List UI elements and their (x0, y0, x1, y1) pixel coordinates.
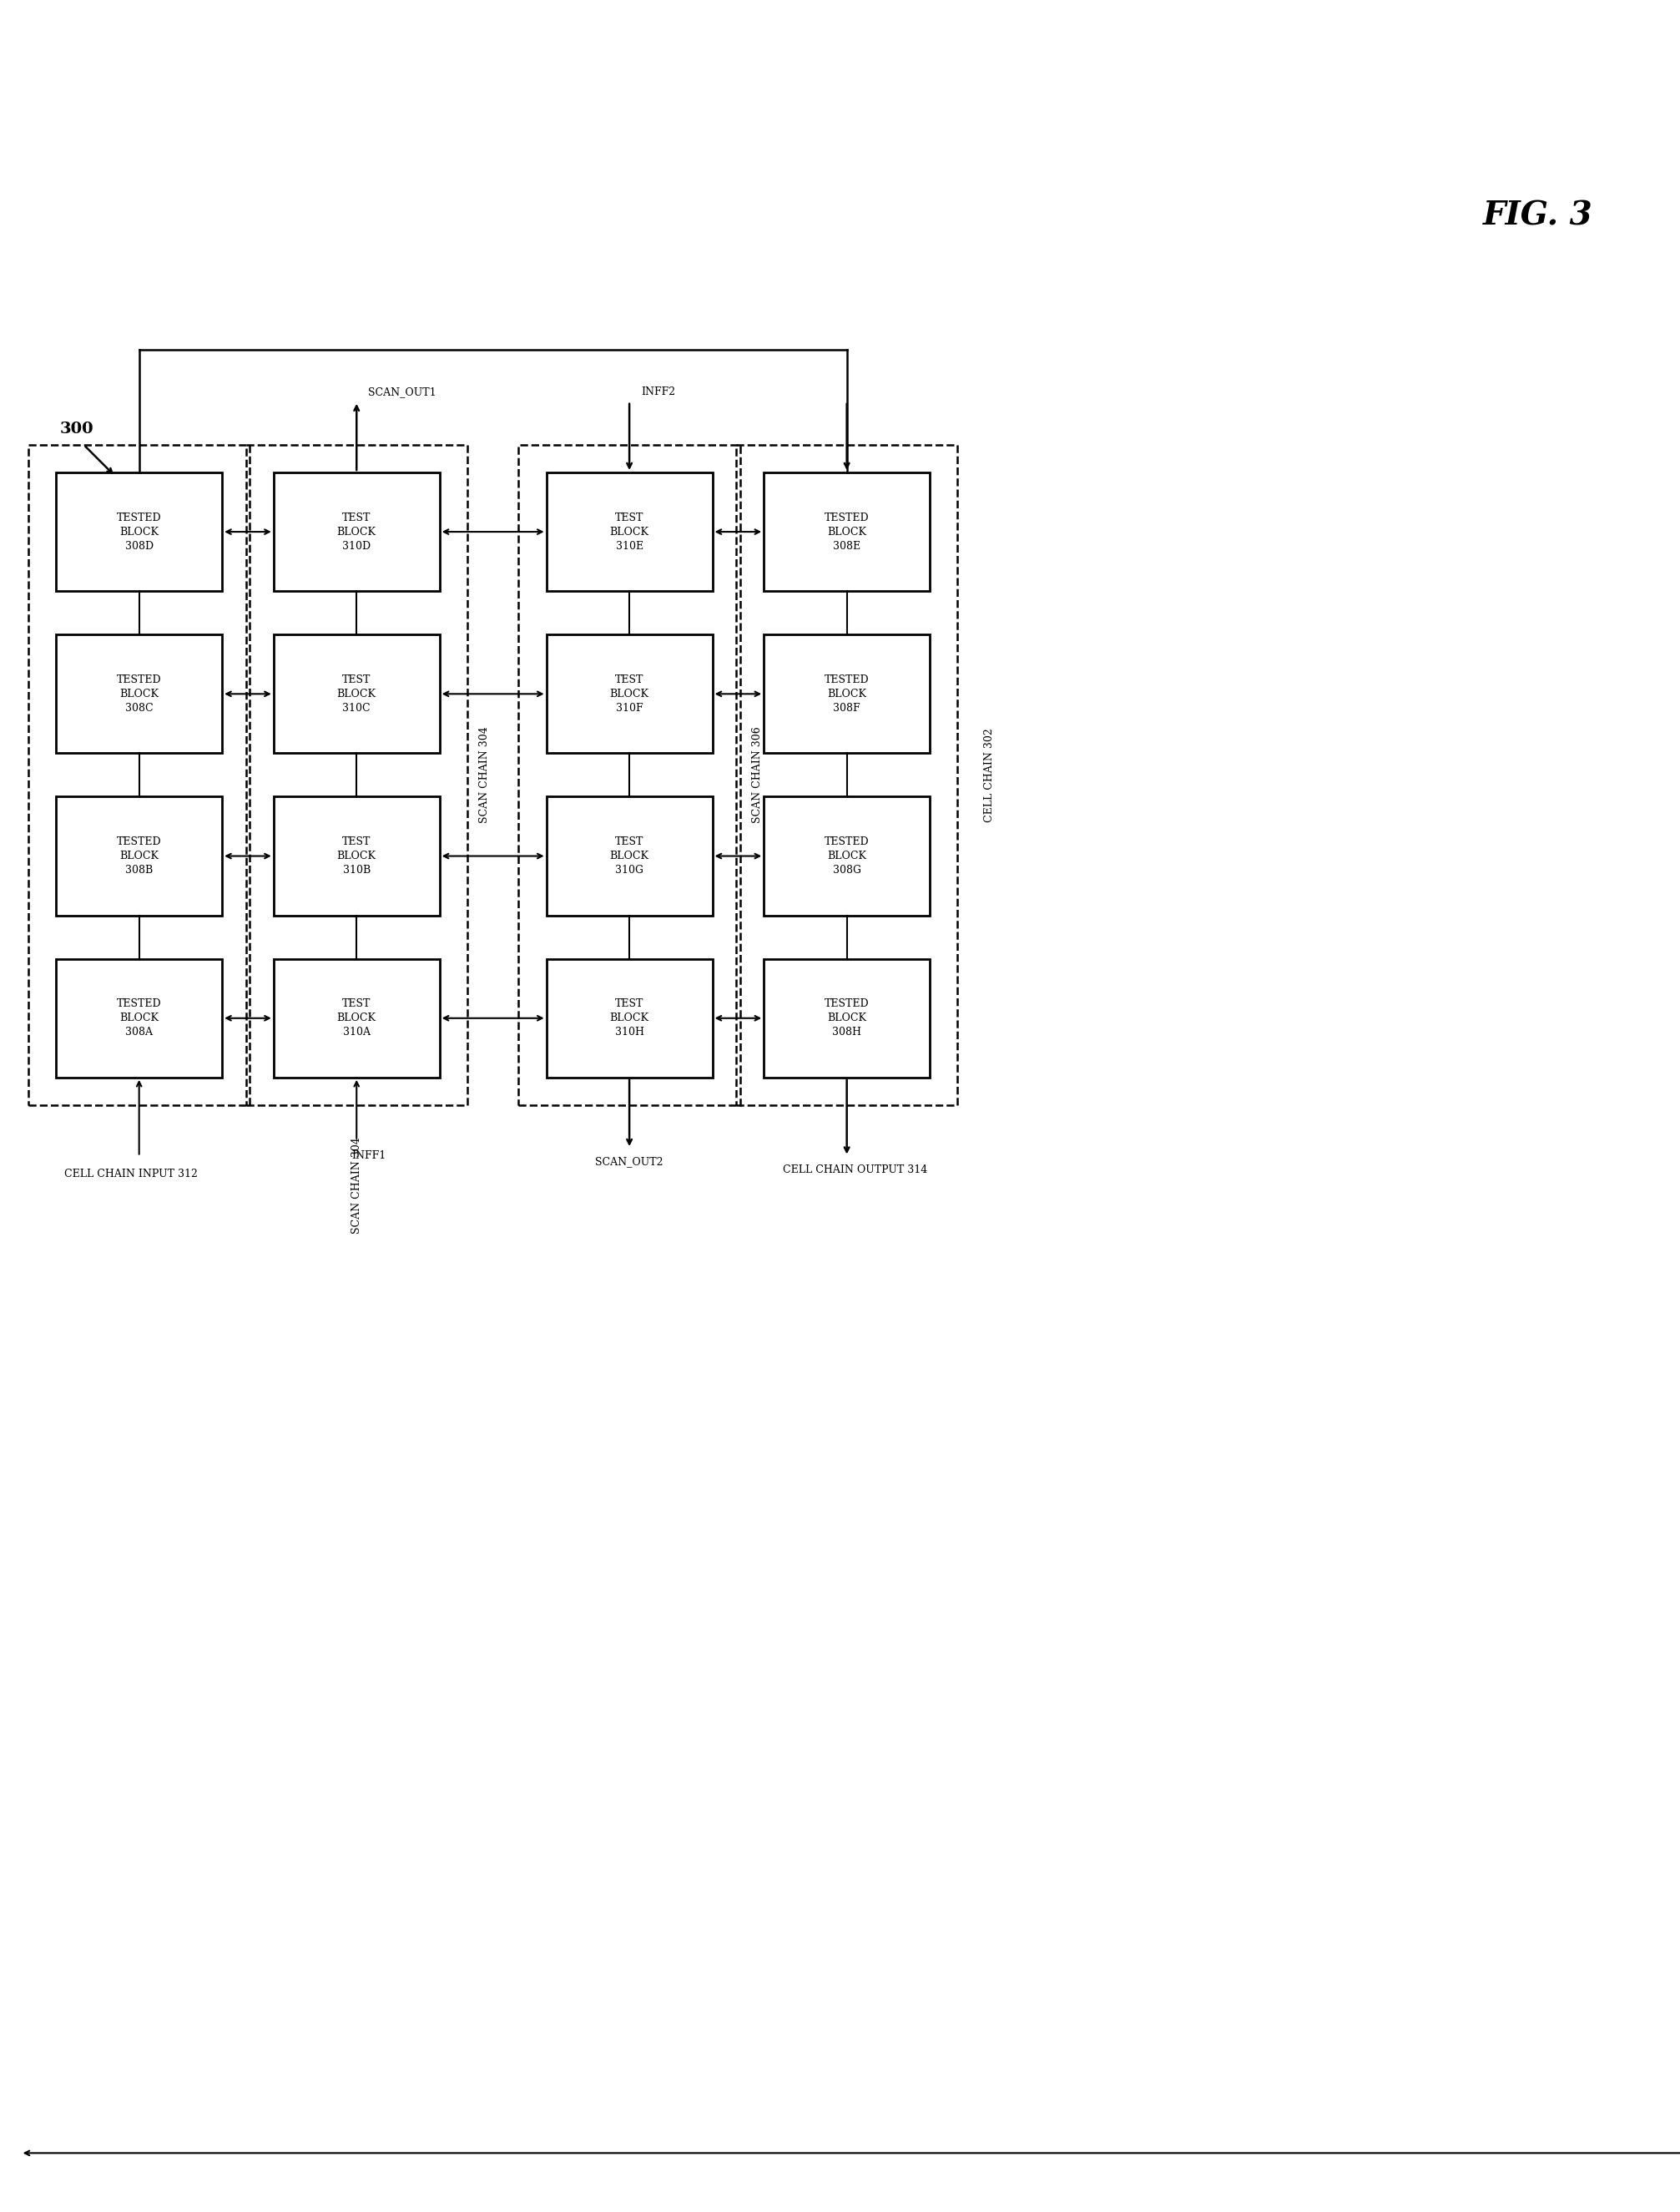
Text: SCAN CHAIN 306: SCAN CHAIN 306 (753, 728, 763, 823)
FancyBboxPatch shape (274, 958, 440, 1077)
FancyBboxPatch shape (546, 473, 712, 591)
FancyBboxPatch shape (274, 796, 440, 916)
Text: 300: 300 (60, 422, 94, 436)
Text: CELL CHAIN OUTPUT 314: CELL CHAIN OUTPUT 314 (783, 1164, 927, 1175)
Text: TEST
BLOCK
310H: TEST BLOCK 310H (610, 998, 648, 1037)
Text: CELL CHAIN 302: CELL CHAIN 302 (984, 728, 995, 823)
Text: TEST
BLOCK
310D: TEST BLOCK 310D (338, 513, 376, 551)
Text: TESTED
BLOCK
308H: TESTED BLOCK 308H (825, 998, 869, 1037)
Text: TESTED
BLOCK
308E: TESTED BLOCK 308E (825, 513, 869, 551)
Text: SCAN_OUT1: SCAN_OUT1 (368, 387, 437, 398)
FancyBboxPatch shape (764, 958, 929, 1077)
FancyBboxPatch shape (764, 796, 929, 916)
Text: TEST
BLOCK
310C: TEST BLOCK 310C (338, 675, 376, 714)
Text: INFF2: INFF2 (642, 387, 675, 398)
Bar (519, 445, 741, 1106)
FancyBboxPatch shape (274, 635, 440, 754)
Text: SCAN CHAIN 304: SCAN CHAIN 304 (479, 728, 491, 823)
Bar (29, 445, 250, 1106)
FancyBboxPatch shape (55, 796, 222, 916)
FancyBboxPatch shape (546, 958, 712, 1077)
Bar (736, 445, 958, 1106)
Text: TESTED
BLOCK
308A: TESTED BLOCK 308A (116, 998, 161, 1037)
FancyBboxPatch shape (55, 473, 222, 591)
Text: CELL CHAIN 302: CELL CHAIN 302 (0, 728, 2, 823)
Bar (245, 445, 467, 1106)
Text: CELL CHAIN INPUT 312: CELL CHAIN INPUT 312 (64, 1168, 198, 1179)
Text: TESTED
BLOCK
308G: TESTED BLOCK 308G (825, 836, 869, 876)
Text: SCAN_OUT2: SCAN_OUT2 (595, 1157, 664, 1168)
Text: TEST
BLOCK
310A: TEST BLOCK 310A (338, 998, 376, 1037)
Text: TEST
BLOCK
310B: TEST BLOCK 310B (338, 836, 376, 876)
Text: TESTED
BLOCK
308B: TESTED BLOCK 308B (116, 836, 161, 876)
Text: TESTED
BLOCK
308F: TESTED BLOCK 308F (825, 675, 869, 714)
Text: TEST
BLOCK
310G: TEST BLOCK 310G (610, 836, 648, 876)
FancyBboxPatch shape (546, 635, 712, 754)
FancyBboxPatch shape (546, 796, 712, 916)
FancyBboxPatch shape (55, 958, 222, 1077)
FancyBboxPatch shape (274, 473, 440, 591)
Text: TESTED
BLOCK
308C: TESTED BLOCK 308C (116, 675, 161, 714)
Text: TEST
BLOCK
310F: TEST BLOCK 310F (610, 675, 648, 714)
Text: TEST
BLOCK
310E: TEST BLOCK 310E (610, 513, 648, 551)
Text: INFF1: INFF1 (351, 1150, 386, 1161)
FancyBboxPatch shape (764, 473, 929, 591)
FancyBboxPatch shape (764, 635, 929, 754)
Text: FIG. 3: FIG. 3 (1483, 199, 1593, 232)
FancyBboxPatch shape (55, 635, 222, 754)
Text: SCAN CHAIN 304: SCAN CHAIN 304 (351, 1137, 361, 1234)
Text: TESTED
BLOCK
308D: TESTED BLOCK 308D (116, 513, 161, 551)
